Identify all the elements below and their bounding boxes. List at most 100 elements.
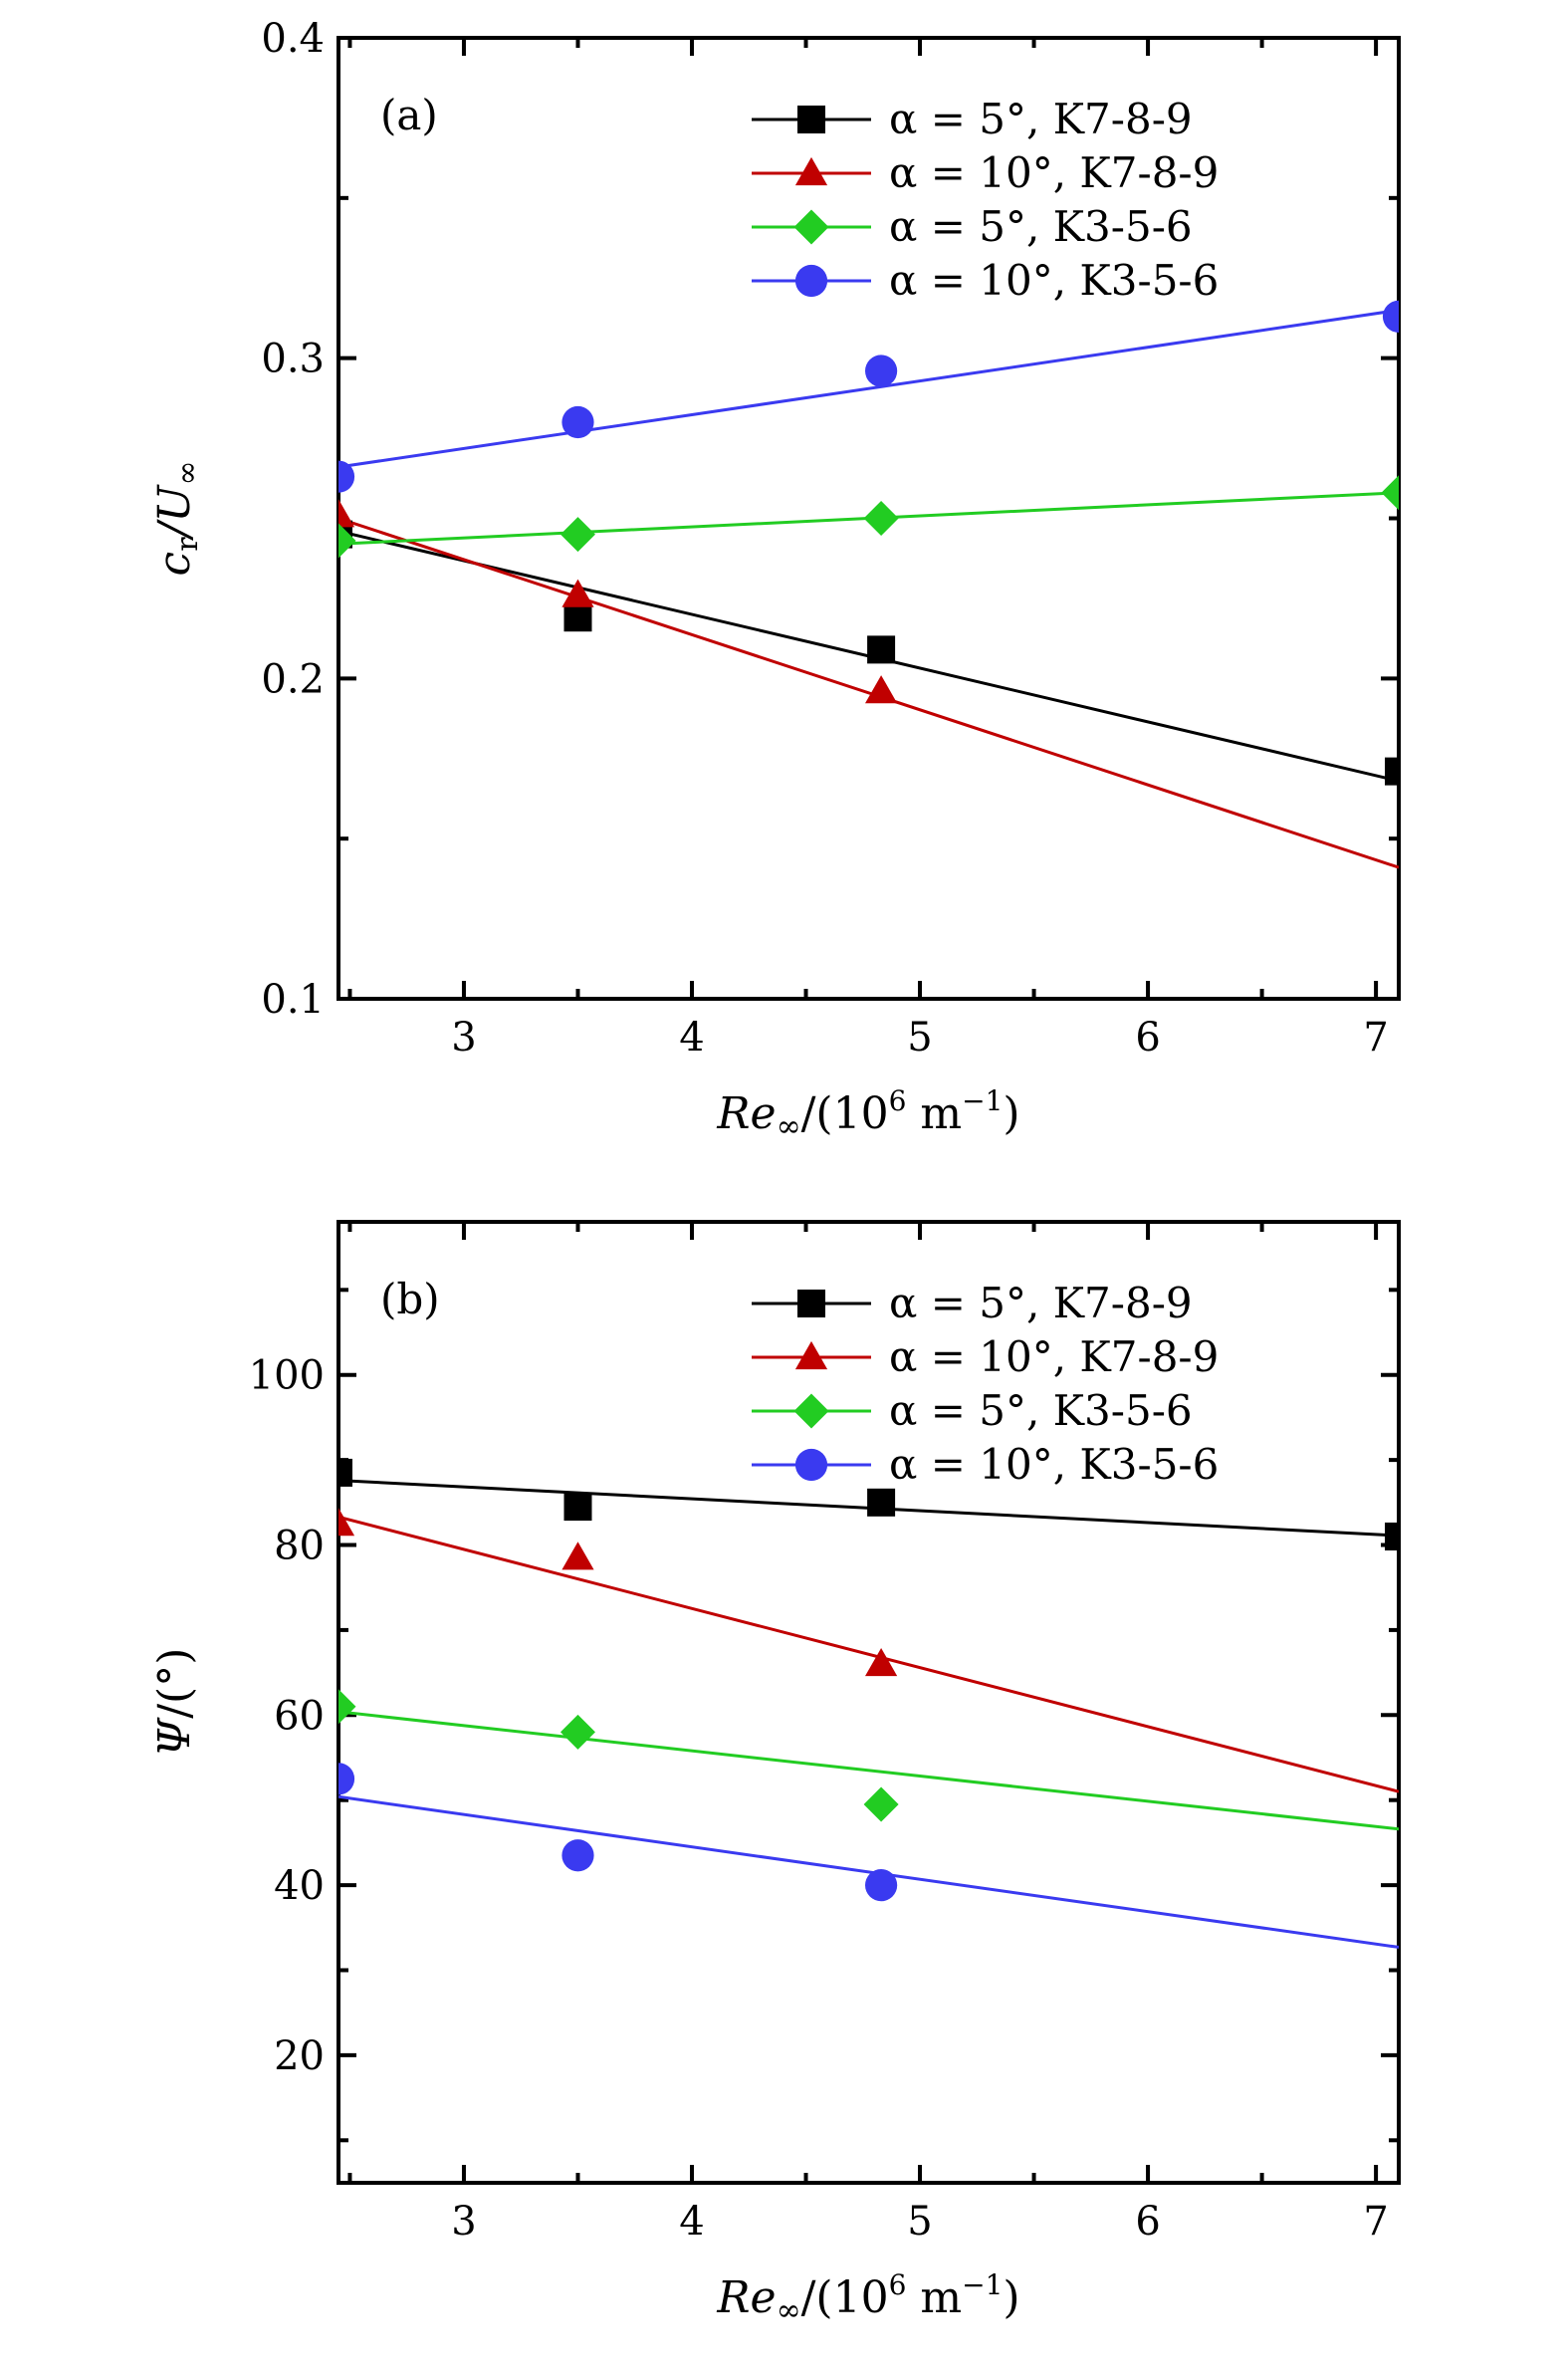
data-point [867,635,896,664]
legend-label: α = 5°, K7-8-9 [889,1279,1193,1327]
x-tick-label: 5 [907,2199,932,2245]
x-axis-label-part: Re [716,2272,776,2323]
x-axis-label-part: ) [1003,2272,1019,2323]
legend: α = 5°, K7-8-9 α = 10°, K7-8-9 α = 5°, K3-… [752,95,1219,305]
y-axis-label-part: /(°) [149,1648,200,1719]
y-axis-label-part: ∞ [170,461,205,486]
fit-line [338,1794,1399,1949]
data-point [863,501,899,536]
panel-label: (b) [380,1275,440,1323]
x-axis-label-part: 6 [889,2268,907,2301]
legend-label: α = 10°, K3-5-6 [889,256,1219,305]
y-axis-label: cr/U∞ [149,461,205,577]
y-axis-label-part: c [149,552,200,577]
y-tick-label: 20 [274,2033,325,2079]
x-axis-label-part: Re [716,1088,776,1139]
x-axis-label-part: 6 [889,1084,907,1117]
axis-ticks: 3 4 5 6 7 0.1 0.2 0.3 0.4 [261,16,1399,1061]
x-tick-label: 6 [1135,2199,1160,2245]
legend-label: α = 5°, K3-5-6 [889,1386,1193,1435]
fit-line [338,1515,1399,1793]
data-point [561,1542,594,1570]
plot-frame [336,1220,1401,2185]
data-point [1381,475,1399,511]
data-point [338,460,355,493]
x-axis-label-part: m [906,2272,962,2323]
x-axis-label-part: ∞ [777,1109,801,1144]
fit-line [338,517,1399,869]
legend-marker [793,209,829,245]
legend-marker [794,1340,828,1370]
data-point [864,1647,898,1677]
data-point [338,523,356,559]
x-tick-label: 7 [1363,2199,1388,2245]
y-tick-label: 100 [249,1353,325,1399]
legend-label: α = 10°, K7-8-9 [889,1332,1219,1381]
legend-label: α = 10°, K7-8-9 [889,148,1219,197]
legend-marker [794,156,828,186]
data-point [338,499,355,528]
x-tick-label: 7 [1363,1015,1388,1061]
y-tick-label: 60 [274,1693,325,1739]
y-axis-label-part: /U [149,484,200,542]
data-point [560,517,595,553]
x-axis-label-part: /(10 [801,1088,889,1139]
x-axis-label: Re∞/(106 m−1) [716,2268,1019,2328]
x-tick-label: 4 [679,2199,704,2245]
data-point [338,1689,356,1725]
y-tick-label: 0.2 [261,656,325,702]
x-axis-label-part: −1 [962,2268,1003,2301]
legend-label: α = 5°, K7-8-9 [889,95,1193,143]
data-point [1385,757,1399,786]
data-points [338,300,1399,786]
data-point [560,1714,595,1750]
legend-marker [797,106,825,133]
data-point [864,1869,898,1902]
x-axis-label-part: ) [1003,1088,1019,1139]
x-tick-label: 3 [451,1015,476,1061]
data-point [561,1839,594,1872]
data-point [561,579,594,607]
legend-marker [794,264,828,298]
chart-panel-a: 3 4 5 6 70.10.20.30.4 α = 5°, K7-8-9α = 10°,… [149,16,1401,1144]
x-axis-label: Re∞/(106 m−1) [716,1084,1019,1144]
data-point [867,1488,896,1517]
x-tick-label: 3 [451,2199,476,2245]
data-points [338,1458,1399,1902]
data-point [338,1458,352,1487]
fit-lines [338,308,1399,869]
legend-label: α = 5°, K3-5-6 [889,202,1193,251]
x-tick-label: 4 [679,1015,704,1061]
data-point [1385,1522,1399,1550]
y-axis-label-part: r [170,537,205,552]
legend-marker [797,1290,825,1317]
x-axis-label-part: /(10 [801,2272,889,2323]
y-tick-label: 0.1 [261,977,325,1023]
legend-marker [794,1448,828,1482]
data-point [1382,300,1399,333]
axis-ticks: 3 4 5 6 7 20 40 60 80 100 [249,1222,1399,2245]
data-point [561,405,594,439]
y-axis-label-part: Ψ [149,1717,200,1757]
y-tick-label: 0.3 [261,337,325,382]
x-axis-label-part: m [906,1088,962,1139]
y-tick-label: 0.4 [261,16,325,62]
data-point [563,603,592,632]
y-tick-label: 80 [274,1524,325,1569]
data-point [864,355,898,387]
data-point [563,1493,592,1522]
fit-line [338,1710,1399,1831]
data-point [863,1786,899,1822]
legend-label: α = 10°, K3-5-6 [889,1440,1219,1489]
fit-line [338,308,1399,469]
x-axis-label-part: ∞ [777,2293,801,2328]
data-point [338,1508,355,1537]
y-axis-label: Ψ/(°) [149,1648,200,1758]
x-axis-label-part: −1 [962,1084,1003,1117]
data-point [864,675,898,704]
legend: α = 5°, K7-8-9 α = 10°, K7-8-9 α = 5°, K3-… [752,1279,1219,1489]
x-tick-label: 6 [1135,1015,1160,1061]
legend-marker [793,1393,829,1429]
